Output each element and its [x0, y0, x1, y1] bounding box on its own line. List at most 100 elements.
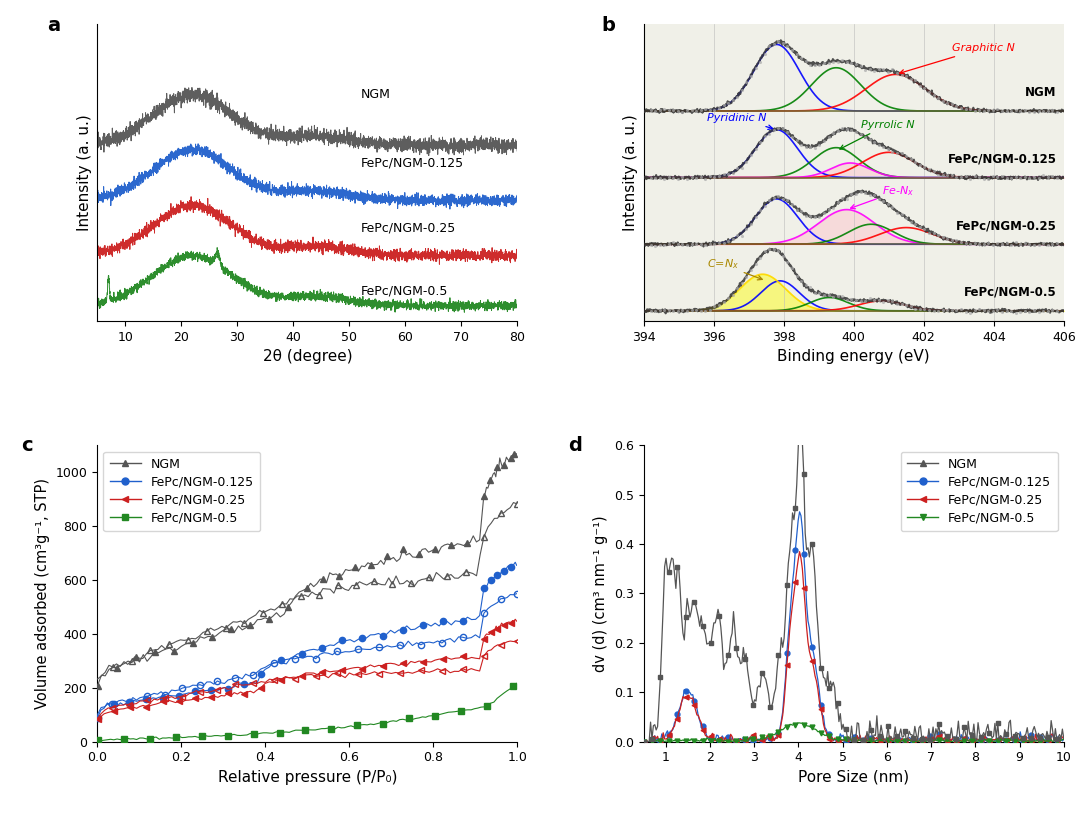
- Point: [797, 209, 814, 222]
- Point: [1007, 171, 1024, 184]
- Point: [760, 40, 778, 53]
- Point: [1035, 169, 1052, 182]
- Point: [889, 206, 906, 219]
- Point: [807, 210, 824, 223]
- Point: [920, 162, 937, 175]
- Point: [742, 148, 759, 161]
- Point: [961, 238, 978, 251]
- Point: [893, 208, 910, 221]
- Point: [1035, 304, 1052, 317]
- Point: [861, 63, 878, 76]
- Point: [793, 275, 810, 288]
- Point: [924, 165, 942, 178]
- Point: [783, 198, 800, 211]
- Point: [852, 185, 869, 198]
- Point: [912, 158, 929, 171]
- Point: [883, 145, 901, 158]
- Point: [670, 237, 687, 250]
- Point: [971, 238, 988, 251]
- Point: [729, 229, 746, 242]
- Point: [848, 58, 865, 71]
- Text: C=N$_x$: C=N$_x$: [706, 258, 762, 280]
- Point: [975, 237, 993, 250]
- Point: [1049, 305, 1066, 318]
- Point: [902, 73, 919, 86]
- Point: [870, 63, 888, 76]
- Point: [779, 255, 796, 268]
- Point: [829, 125, 847, 138]
- Point: [811, 138, 828, 151]
- Point: [924, 88, 942, 101]
- Point: [770, 121, 787, 134]
- Point: [879, 143, 896, 156]
- Point: [1016, 305, 1034, 318]
- Point: [889, 298, 906, 311]
- Point: [765, 191, 782, 204]
- Point: [747, 143, 765, 156]
- Point: [807, 142, 824, 155]
- Point: [852, 127, 869, 140]
- Point: [724, 167, 741, 180]
- Point: [756, 130, 773, 143]
- Point: [674, 303, 691, 316]
- Point: [701, 170, 718, 183]
- Text: NGM: NGM: [1025, 86, 1057, 99]
- Point: [902, 215, 919, 228]
- Point: [729, 161, 746, 174]
- Point: [733, 83, 751, 96]
- Point: [647, 240, 664, 253]
- X-axis label: Pore Size (nm): Pore Size (nm): [798, 770, 909, 785]
- Point: [957, 236, 974, 249]
- Point: [971, 302, 988, 315]
- Point: [1043, 238, 1061, 251]
- Point: [897, 211, 915, 224]
- Point: [1012, 305, 1029, 318]
- Point: [953, 236, 970, 249]
- Point: [930, 228, 947, 241]
- Point: [856, 64, 874, 77]
- Point: [834, 53, 851, 66]
- Point: [811, 210, 828, 223]
- Point: [883, 62, 901, 75]
- Point: [683, 237, 700, 250]
- Point: [966, 170, 983, 183]
- Point: [984, 170, 1001, 183]
- Text: NGM: NGM: [361, 88, 391, 101]
- Point: [670, 305, 687, 318]
- Legend: NGM, FePc/NGM-0.125, FePc/NGM-0.25, FePc/NGM-0.5: NGM, FePc/NGM-0.125, FePc/NGM-0.25, FePc…: [901, 452, 1057, 531]
- Point: [875, 194, 892, 207]
- Point: [747, 258, 765, 271]
- Point: [1021, 306, 1038, 319]
- Point: [1043, 104, 1061, 117]
- Point: [875, 295, 892, 308]
- Point: [797, 140, 814, 153]
- Point: [807, 286, 824, 299]
- Point: [883, 200, 901, 214]
- Point: [961, 102, 978, 115]
- Point: [1021, 237, 1038, 250]
- Point: [664, 236, 681, 249]
- Point: [711, 236, 728, 249]
- Point: [865, 65, 882, 78]
- Point: [912, 220, 929, 233]
- Point: [674, 238, 691, 251]
- Point: [912, 79, 929, 92]
- Point: [1049, 171, 1066, 184]
- Point: [934, 231, 951, 244]
- Point: [793, 204, 810, 217]
- Point: [660, 237, 677, 250]
- Point: [774, 121, 792, 134]
- Point: [738, 222, 755, 236]
- Point: [801, 209, 819, 222]
- Text: FePc/NGM-0.25: FePc/NGM-0.25: [956, 219, 1057, 232]
- Point: [1030, 239, 1048, 252]
- Point: [924, 227, 942, 240]
- Point: [793, 51, 810, 64]
- Point: [801, 140, 819, 153]
- Point: [953, 102, 970, 115]
- Point: [1012, 104, 1029, 117]
- Point: [906, 218, 923, 231]
- Point: [752, 203, 769, 216]
- Point: [1030, 306, 1048, 319]
- Point: [906, 156, 923, 169]
